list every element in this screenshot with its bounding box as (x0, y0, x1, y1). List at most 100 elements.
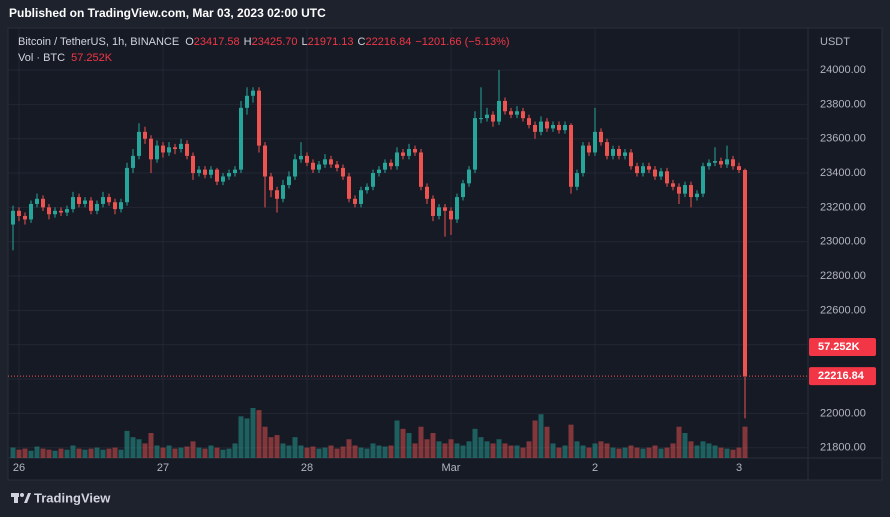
volume-bar (130, 437, 136, 458)
candle-body (53, 210, 57, 215)
legend-key: C (358, 36, 366, 48)
volume-bar (682, 433, 688, 458)
volume-bar (586, 447, 592, 458)
volume-bar (10, 447, 16, 458)
candle-body (359, 190, 363, 204)
candle-body (683, 185, 687, 194)
candle-body (587, 145, 591, 153)
volume-bar (364, 448, 370, 458)
volume-bar (112, 447, 118, 458)
candle-body (665, 171, 669, 184)
volume-bar (580, 445, 586, 458)
x-tick-label: 27 (157, 462, 169, 474)
volume-bar (418, 426, 424, 458)
candle-body (449, 210, 453, 220)
candle-body (743, 170, 747, 377)
candle-body (605, 142, 609, 156)
volume-bar (124, 430, 130, 458)
candle-body (155, 145, 159, 160)
candle-body (173, 147, 177, 150)
volume-bar (328, 445, 334, 458)
candle-body (197, 169, 201, 174)
candle-body (551, 124, 555, 129)
candle-body (287, 176, 291, 186)
x-tick-label: Mar (442, 462, 461, 474)
volume-bar (628, 445, 634, 458)
volume-bar (724, 448, 730, 458)
candle-body (671, 183, 675, 187)
candle-body (41, 198, 45, 208)
candle-body (119, 202, 123, 210)
volume-bar (316, 448, 322, 458)
candle-body (395, 152, 399, 167)
logo-bar (11, 493, 19, 497)
volume-bar (76, 448, 82, 458)
y-tick-label: 23000.00 (820, 236, 866, 248)
volume-bar (148, 433, 154, 458)
candle-body (479, 118, 483, 120)
candle-body (59, 210, 63, 213)
volume-bar (664, 447, 670, 458)
candle-body (389, 162, 393, 167)
volume-bar (574, 441, 580, 458)
volume-bar (82, 449, 88, 458)
legend-key: O (185, 36, 194, 48)
volume-legend: Vol · BTC 57.252K (18, 52, 113, 64)
volume-badge-label: 57.252K (818, 341, 860, 353)
candle-body (515, 111, 519, 115)
volume-bar (232, 443, 238, 458)
candle-body (281, 185, 285, 199)
candle-body (317, 164, 321, 170)
candle-body (617, 149, 621, 156)
volume-bar (514, 445, 520, 458)
brand-name: TradingView (34, 490, 111, 505)
candle-body (293, 159, 297, 177)
volume-bar (298, 445, 304, 458)
candle-body (689, 185, 693, 198)
volume-bar (46, 449, 52, 458)
volume-bar (466, 441, 472, 458)
candle-body (557, 124, 561, 131)
volume-bar (544, 426, 550, 458)
volume-bar (274, 435, 280, 458)
candle-body (419, 152, 423, 187)
logo-stem (14, 497, 18, 503)
candle-body (275, 190, 279, 199)
chart-frame (7, 27, 883, 481)
candle-body (629, 152, 633, 167)
candle-body (425, 186, 429, 199)
volume-bar (712, 445, 718, 458)
last-price-badge (809, 367, 876, 386)
candle-body (17, 210, 21, 216)
volume-bar (406, 433, 412, 458)
volume-bar (190, 441, 196, 458)
volume-bar (220, 449, 226, 458)
volume-bar (436, 441, 442, 458)
volume-bar (688, 441, 694, 458)
y-tick-label: 22600.00 (820, 304, 866, 316)
candle-body (341, 167, 345, 177)
volume-bar (442, 443, 448, 458)
volume-bar (412, 443, 418, 458)
volume-bar (694, 445, 700, 458)
candle-body (485, 114, 489, 119)
candle-body (599, 131, 603, 143)
volume-bar (64, 449, 70, 458)
candle-body (185, 143, 189, 156)
candle-body (11, 210, 15, 225)
candle-body (677, 186, 681, 194)
candle-body (323, 159, 327, 165)
volume-bar (142, 443, 148, 458)
candle-body (101, 197, 105, 204)
volume-bar (634, 447, 640, 458)
candle-body (347, 176, 351, 199)
candle-body (581, 145, 585, 174)
volume-bar (568, 424, 574, 458)
candle-body (191, 155, 195, 174)
axis-unit: USDT (820, 36, 850, 48)
candle-body (623, 152, 627, 156)
candle-body (137, 131, 141, 156)
volume-bar (700, 441, 706, 458)
